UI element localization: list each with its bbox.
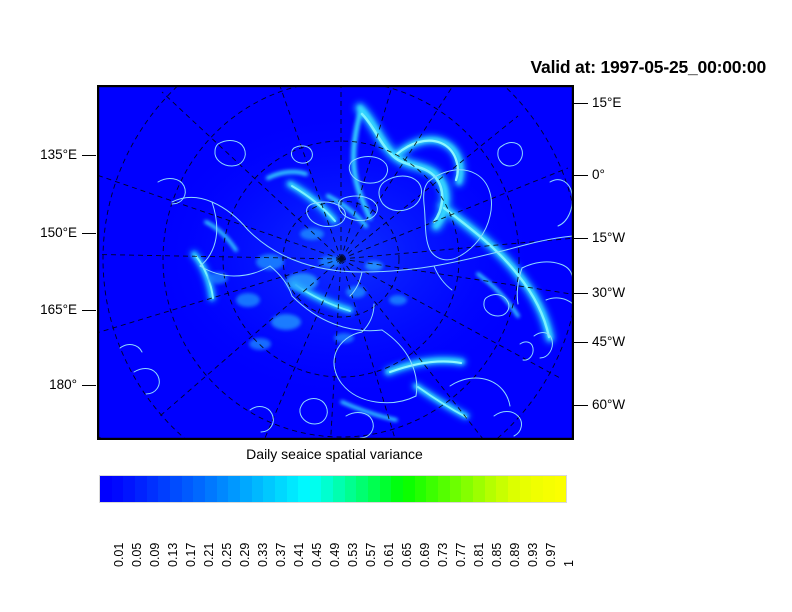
- colorbar-tick-label: 0.69: [418, 542, 432, 567]
- colorbar-swatch: [123, 476, 135, 502]
- colorbar-caption: Daily seaice spatial variance: [246, 446, 423, 462]
- colorbar-tick-label: 0.09: [148, 542, 162, 567]
- colorbar-swatch: [344, 476, 357, 502]
- left-axis-label: 180°: [49, 377, 77, 392]
- colorbar-tick-label: 0.77: [454, 542, 468, 567]
- colorbar-swatch: [542, 476, 555, 502]
- colorbar-swatch: [333, 476, 345, 502]
- right-axis-label: 45°W: [592, 334, 626, 349]
- colorbar-tick-label: 0.57: [364, 542, 378, 567]
- right-axis-tick: [574, 238, 588, 239]
- colorbar-tick-label: 0.89: [508, 542, 522, 567]
- colorbar-tick-label: 0.65: [400, 542, 414, 567]
- colorbar-swatch: [134, 476, 147, 502]
- colorbar-swatch: [204, 476, 217, 502]
- page-title: Valid at: 1997-05-25_00:00:00: [530, 57, 767, 77]
- right-axis-tick: [574, 342, 588, 343]
- colorbar-swatch: [309, 476, 322, 502]
- colorbar-tick-labels: 0.01 0.05 0.09 0.13 0.17 0.21 0.25 0.29 0.33 0.37…: [99, 505, 576, 575]
- colorbar-swatch: [438, 476, 450, 502]
- colorbar-swatch: [507, 476, 520, 502]
- colorbar-swatch: [181, 476, 194, 502]
- left-axis-tick: [82, 233, 96, 234]
- right-axis-tick: [574, 103, 588, 104]
- colorbar-swatch: [239, 476, 252, 502]
- left-axis-tick: [82, 385, 96, 386]
- colorbar-tick-label: 0.85: [490, 542, 504, 567]
- colorbar-swatch: [496, 476, 508, 502]
- colorbar-tick-label: 0.25: [220, 542, 234, 567]
- colorbar-swatch: [391, 476, 404, 502]
- colorbar-tick-label: 0.53: [346, 542, 360, 567]
- colorbar-tick-label: 0.73: [436, 542, 450, 567]
- right-axis-tick: [574, 175, 588, 176]
- colorbar-swatch: [368, 476, 380, 502]
- colorbar-tick-label: 0.41: [292, 542, 306, 567]
- variance-filaments: [190, 102, 556, 422]
- colorbar-swatch: [461, 476, 473, 502]
- colorbar[interactable]: [99, 475, 567, 503]
- left-axis-tick: [82, 155, 96, 156]
- colorbar-swatch: [484, 476, 497, 502]
- colorbar-tick-label: 0.37: [274, 542, 288, 567]
- colorbar-swatch: [519, 476, 532, 502]
- colorbar-swatch: [146, 476, 159, 502]
- colorbar-tick-label: 0.17: [184, 542, 198, 567]
- right-axis-label: 60°W: [592, 397, 626, 412]
- right-axis-label: 30°W: [592, 285, 626, 300]
- colorbar-tick-label: 1: [562, 560, 576, 567]
- colorbar-tick-label: 0.21: [202, 542, 216, 567]
- seaice-variance-map: [98, 86, 573, 439]
- colorbar-tick-label: 0.01: [112, 542, 126, 567]
- colorbar-swatch: [274, 476, 287, 502]
- colorbar-swatch: [263, 476, 275, 502]
- left-axis-label: 150°E: [40, 225, 77, 240]
- right-axis-label: 0°: [592, 167, 605, 182]
- right-axis-label: 15°E: [592, 95, 622, 110]
- colorbar-tick-label: 0.05: [130, 542, 144, 567]
- colorbar-swatch: [216, 476, 229, 502]
- colorbar-tick-label: 0.45: [310, 542, 324, 567]
- coastlines: [119, 140, 573, 439]
- colorbar-swatch: [554, 476, 567, 502]
- right-axis-tick: [574, 405, 588, 406]
- left-axis-tick: [82, 310, 96, 311]
- colorbar-swatch: [193, 476, 205, 502]
- map-plot-area[interactable]: [97, 85, 574, 440]
- right-axis-label: 15°W: [592, 230, 626, 245]
- colorbar-swatch: [473, 476, 485, 502]
- colorbar-tick-label: 0.61: [382, 542, 396, 567]
- colorbar-swatch: [356, 476, 369, 502]
- colorbar-tick-label: 0.33: [256, 542, 270, 567]
- colorbar-swatch: [426, 476, 439, 502]
- colorbar-swatch: [449, 476, 462, 502]
- colorbar-swatch: [228, 476, 240, 502]
- colorbar-tick-label: 0.29: [238, 542, 252, 567]
- colorbar-swatch: [286, 476, 299, 502]
- colorbar-tick-label: 0.81: [472, 542, 486, 567]
- colorbar-swatch: [169, 476, 182, 502]
- colorbar-swatch: [531, 476, 543, 502]
- colorbar-swatch: [403, 476, 415, 502]
- colorbar-swatch: [111, 476, 124, 502]
- colorbar-swatch: [321, 476, 334, 502]
- left-axis-label: 165°E: [40, 302, 77, 317]
- colorbar-tick-label: 0.97: [544, 542, 558, 567]
- colorbar-tick-label: 0.93: [526, 542, 540, 567]
- graticule: [98, 86, 573, 439]
- colorbar-swatch: [100, 476, 112, 502]
- colorbar-tick-label: 0.13: [166, 542, 180, 567]
- map-frame: [98, 86, 573, 439]
- colorbar-swatch: [414, 476, 427, 502]
- colorbar-tick-label: 0.49: [328, 542, 342, 567]
- colorbar-swatch: [158, 476, 170, 502]
- colorbar-swatch: [298, 476, 310, 502]
- left-axis-label: 135°E: [40, 147, 77, 162]
- colorbar-swatch: [379, 476, 392, 502]
- right-axis-tick: [574, 293, 588, 294]
- colorbar-swatch: [251, 476, 264, 502]
